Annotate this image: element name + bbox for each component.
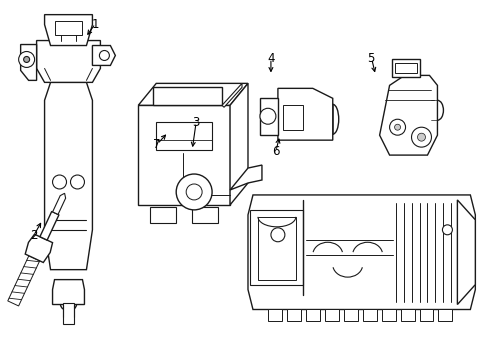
Bar [394, 63, 416, 73]
Bar [286, 309, 300, 321]
Text: 2: 2 [30, 229, 38, 242]
Polygon shape [277, 88, 332, 140]
Polygon shape [44, 15, 92, 45]
Polygon shape [52, 280, 84, 305]
Text: 4: 4 [267, 51, 275, 64]
Polygon shape [379, 75, 437, 155]
Circle shape [70, 175, 84, 189]
Polygon shape [153, 87, 222, 105]
Polygon shape [249, 210, 302, 285]
Polygon shape [138, 84, 247, 105]
Polygon shape [37, 41, 100, 82]
Circle shape [411, 127, 430, 147]
Polygon shape [53, 193, 65, 215]
Bar [362, 309, 376, 321]
Circle shape [394, 124, 400, 130]
Bar [400, 309, 414, 321]
Polygon shape [258, 217, 295, 280]
Text: 1: 1 [92, 18, 100, 31]
Bar [343, 309, 357, 321]
Circle shape [52, 175, 66, 189]
Polygon shape [192, 207, 218, 223]
Polygon shape [25, 234, 53, 262]
Circle shape [23, 57, 30, 62]
Text: 6: 6 [272, 145, 279, 158]
Polygon shape [260, 98, 277, 135]
Bar [156, 122, 212, 150]
Bar [324, 309, 338, 321]
Bar [55, 21, 82, 35]
Polygon shape [229, 84, 247, 205]
Bar [62, 302, 74, 324]
Text: 3: 3 [192, 116, 199, 129]
Circle shape [389, 119, 405, 135]
Bar [438, 309, 451, 321]
Circle shape [417, 133, 425, 141]
Polygon shape [92, 45, 115, 66]
Bar [305, 309, 319, 321]
Polygon shape [456, 200, 474, 305]
Bar [283, 105, 302, 130]
Polygon shape [391, 59, 419, 77]
Polygon shape [8, 256, 40, 306]
Circle shape [442, 225, 451, 235]
Text: 7: 7 [153, 138, 160, 150]
Circle shape [186, 184, 202, 200]
Polygon shape [229, 165, 262, 190]
Polygon shape [150, 207, 176, 223]
Circle shape [19, 51, 35, 67]
Polygon shape [20, 45, 37, 80]
Text: 5: 5 [367, 51, 374, 64]
Circle shape [176, 174, 212, 210]
Bar [381, 309, 395, 321]
Polygon shape [44, 82, 92, 270]
Circle shape [99, 50, 109, 60]
Polygon shape [40, 211, 59, 240]
Polygon shape [138, 105, 229, 205]
Polygon shape [182, 150, 204, 180]
Circle shape [260, 108, 275, 124]
Bar [267, 309, 281, 321]
Polygon shape [222, 84, 242, 107]
Circle shape [270, 228, 285, 242]
Bar [419, 309, 432, 321]
Polygon shape [247, 195, 474, 310]
